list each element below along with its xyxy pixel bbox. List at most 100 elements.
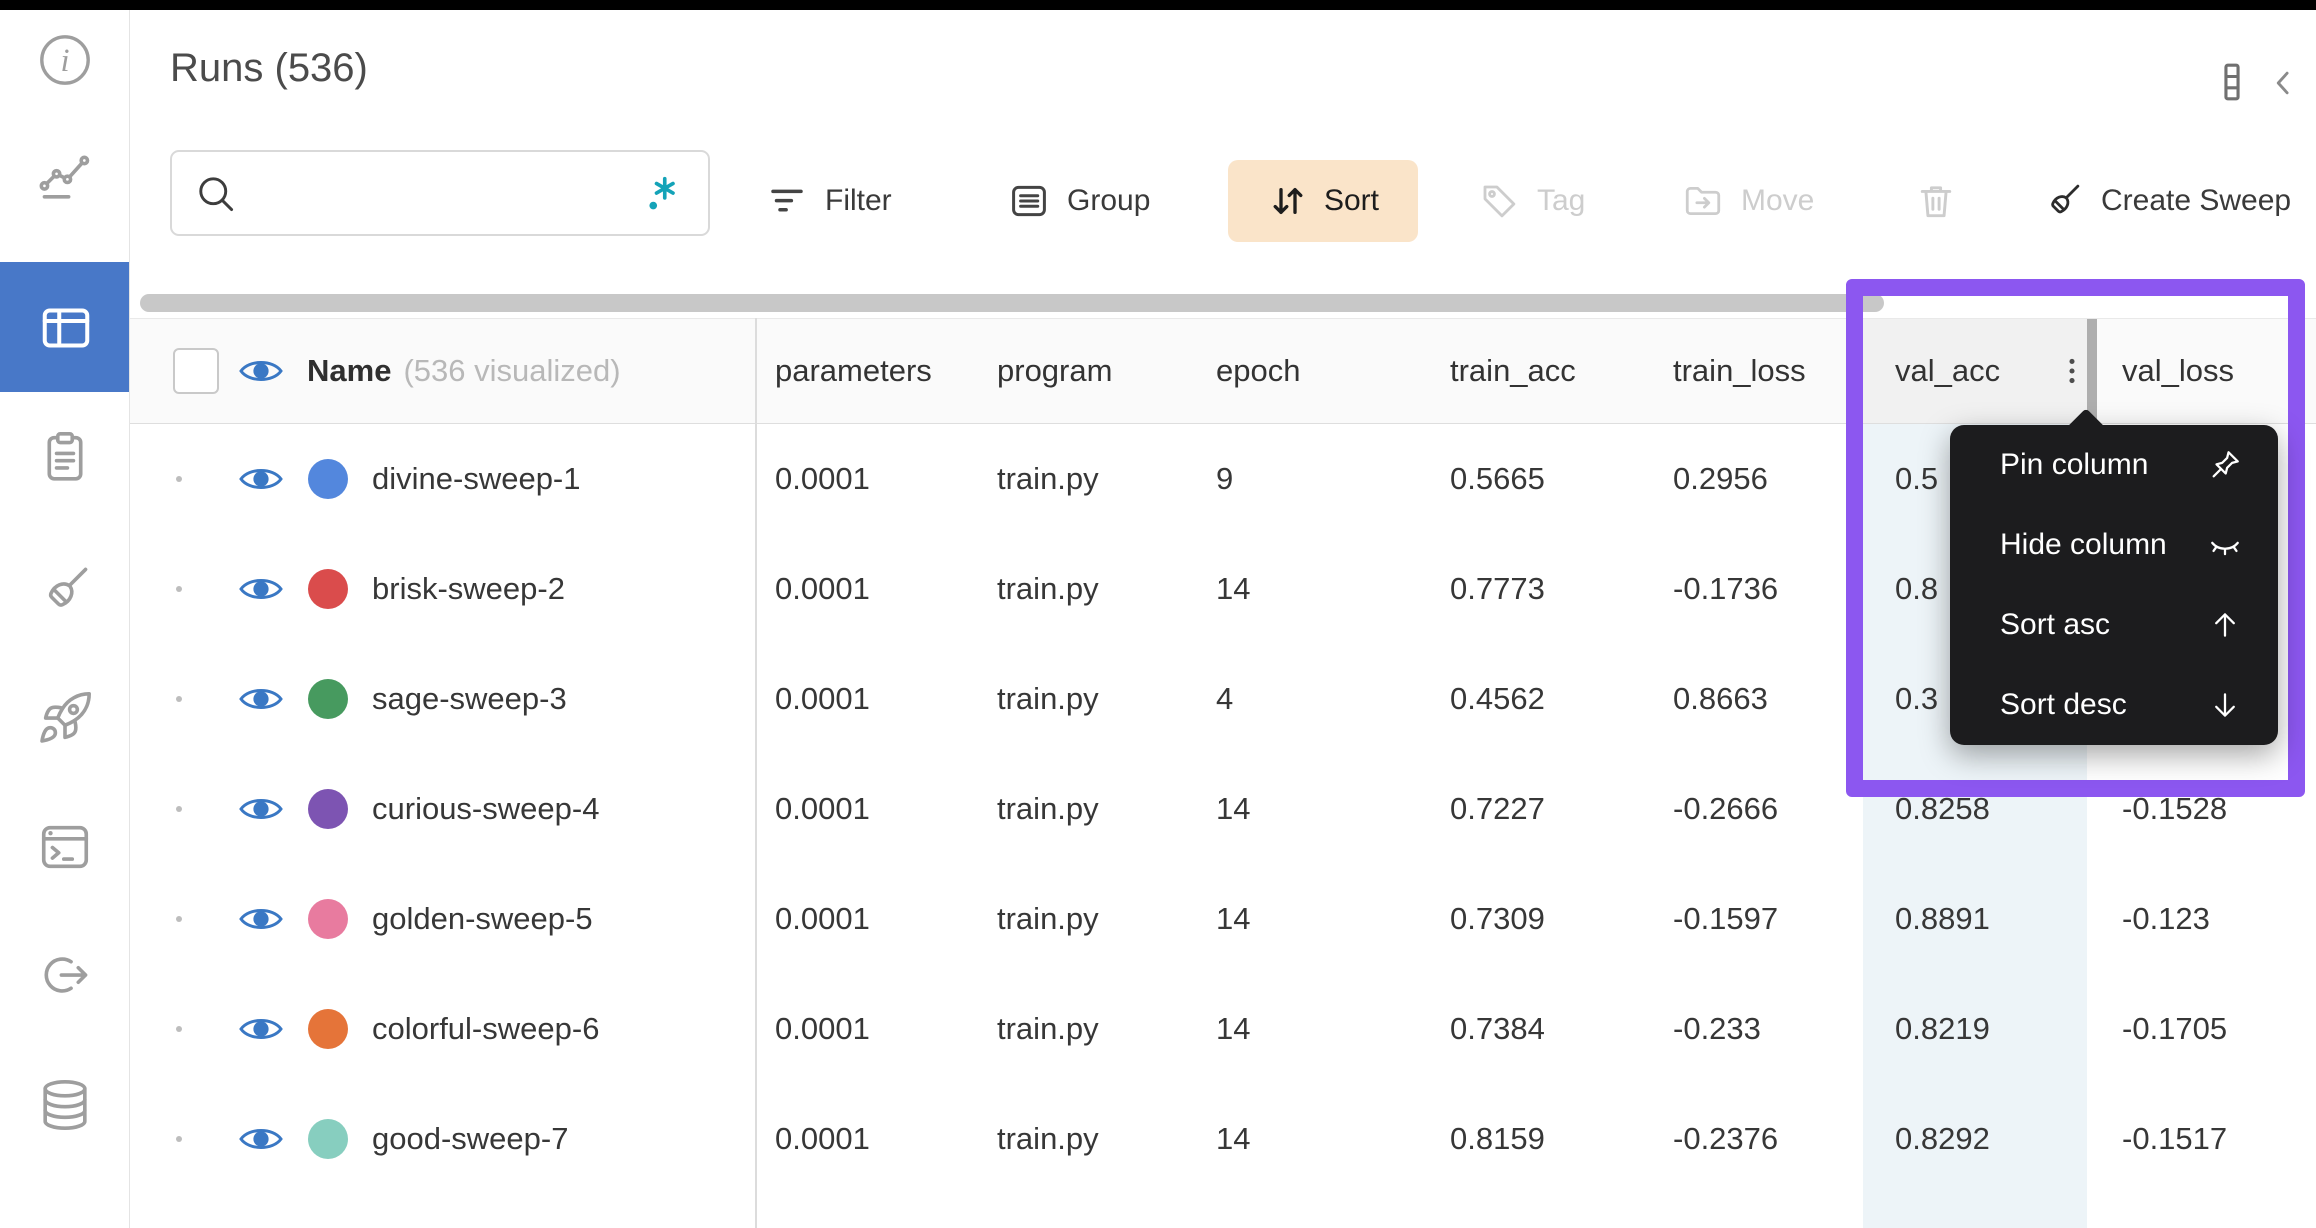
delete-button[interactable] xyxy=(1914,160,1958,242)
cell-parameters: 0.0001 xyxy=(775,791,870,826)
filter-button[interactable]: Filter xyxy=(766,160,892,242)
run-name[interactable]: golden-sweep-5 xyxy=(372,901,593,936)
group-icon xyxy=(1012,185,1046,217)
column-header-epoch[interactable]: epoch xyxy=(1216,353,1301,388)
pin-icon xyxy=(2208,448,2242,482)
broom-icon[interactable] xyxy=(36,561,94,619)
column-header-val_loss[interactable]: val_loss xyxy=(2122,353,2234,388)
run-color-circle[interactable] xyxy=(308,459,348,499)
column-resize-handle[interactable] xyxy=(2087,319,2097,423)
cell-program: train.py xyxy=(997,571,1099,606)
row-drag-dot[interactable] xyxy=(176,1026,182,1032)
column-header-train_loss[interactable]: train_loss xyxy=(1673,353,1806,388)
visibility-eye-icon[interactable] xyxy=(238,793,284,825)
run-name[interactable]: divine-sweep-1 xyxy=(372,461,581,496)
select-all-checkbox[interactable] xyxy=(173,348,219,394)
sort-button[interactable]: Sort xyxy=(1228,160,1418,242)
run-color-circle[interactable] xyxy=(308,569,348,609)
database-icon[interactable] xyxy=(36,1076,94,1134)
column-header-val_acc[interactable]: val_acc xyxy=(1895,353,2001,388)
row-drag-dot[interactable] xyxy=(176,696,182,702)
table-row[interactable]: brisk-sweep-2 0.0001 train.py 14 0.7773 -0.17… xyxy=(130,534,2316,644)
cell-program: train.py xyxy=(997,791,1099,826)
table-row[interactable]: golden-sweep-5 0.0001 train.py 14 0.7309 -0.1… xyxy=(130,864,2316,974)
visibility-eye-icon[interactable] xyxy=(238,573,284,605)
line-chart-icon[interactable] xyxy=(36,146,94,204)
search-box xyxy=(170,150,710,236)
tag-button[interactable]: Tag xyxy=(1478,160,1585,242)
cell-val_loss: -0.123 xyxy=(2122,901,2210,936)
broom-icon xyxy=(2051,184,2080,214)
cell-val_acc: 0.8219 xyxy=(1895,1011,1990,1046)
column-header-parameters[interactable]: parameters xyxy=(775,353,932,388)
cell-train_loss: 0.8663 xyxy=(1673,681,1768,716)
cell-train_acc: 0.4562 xyxy=(1450,681,1545,716)
visibility-eye-icon[interactable] xyxy=(238,463,284,495)
run-name[interactable]: colorful-sweep-6 xyxy=(372,1011,600,1046)
menu-item-pin-column[interactable]: Pin column xyxy=(1950,425,2278,505)
create-sweep-button[interactable]: Create Sweep xyxy=(2042,160,2291,242)
run-color-circle[interactable] xyxy=(308,1119,348,1159)
visibility-eye-icon[interactable] xyxy=(238,1123,284,1155)
column-header-program[interactable]: program xyxy=(997,353,1113,388)
menu-item-label: Sort asc xyxy=(2000,608,2111,641)
chevron-left-icon[interactable] xyxy=(2264,64,2302,102)
cell-train_acc: 0.7309 xyxy=(1450,901,1545,936)
cell-train_loss: -0.2666 xyxy=(1673,791,1779,826)
table-row[interactable]: good-sweep-7 0.0001 train.py 14 0.8159 -0.237… xyxy=(130,1084,2316,1194)
cell-parameters: 0.0001 xyxy=(775,681,870,716)
row-drag-dot[interactable] xyxy=(176,806,182,812)
visibility-eye-icon[interactable] xyxy=(238,1013,284,1045)
move-button[interactable]: Move xyxy=(1682,160,1814,242)
run-name[interactable]: brisk-sweep-2 xyxy=(372,571,565,606)
search-input[interactable] xyxy=(252,158,616,230)
terminal-icon[interactable] xyxy=(36,818,94,876)
rocket-icon[interactable] xyxy=(36,689,94,747)
sort-arrows-icon xyxy=(1273,187,1303,215)
row-drag-dot[interactable] xyxy=(176,1136,182,1142)
cell-epoch: 14 xyxy=(1216,1011,1251,1046)
table-row[interactable]: colorful-sweep-6 0.0001 train.py 14 0.7384 -0… xyxy=(130,974,2316,1084)
run-color-circle[interactable] xyxy=(308,899,348,939)
group-button[interactable]: Group xyxy=(1008,160,1150,242)
run-color-circle[interactable] xyxy=(308,1009,348,1049)
menu-item-sort-desc[interactable]: Sort desc xyxy=(1950,665,2278,745)
cell-train_acc: 0.8159 xyxy=(1450,1121,1545,1156)
column-header-train_acc[interactable]: train_acc xyxy=(1450,353,1576,388)
run-name[interactable]: sage-sweep-3 xyxy=(372,681,567,716)
cell-train_acc: 0.5665 xyxy=(1450,461,1545,496)
row-drag-dot[interactable] xyxy=(176,916,182,922)
table-row[interactable]: curious-sweep-4 0.0001 train.py 14 0.7227 -0.… xyxy=(130,754,2316,864)
menu-item-hide-column[interactable]: Hide column xyxy=(1950,505,2278,585)
sidebar-item-runs-table-selected[interactable] xyxy=(0,262,129,392)
regex-toggle-icon[interactable] xyxy=(636,172,682,218)
visibility-eye-icon[interactable] xyxy=(238,355,284,387)
table-row[interactable]: divine-sweep-1 0.0001 train.py 9 0.5665 0.295… xyxy=(130,424,2316,534)
row-drag-dot[interactable] xyxy=(176,586,182,592)
run-color-circle[interactable] xyxy=(308,789,348,829)
info-icon[interactable]: i xyxy=(36,31,94,89)
cell-val_acc: 0.8891 xyxy=(1895,901,1990,936)
eye-closed-icon xyxy=(2208,528,2242,562)
cell-train_loss: -0.1736 xyxy=(1673,571,1779,606)
name-column-header[interactable]: Name (536 visualized) xyxy=(307,353,621,388)
search-icon xyxy=(194,172,238,216)
visibility-eye-icon[interactable] xyxy=(238,683,284,715)
filter-icon xyxy=(771,189,803,212)
run-name[interactable]: curious-sweep-4 xyxy=(372,791,600,826)
link-out-icon[interactable] xyxy=(36,946,94,1004)
cell-val_acc: 0.8292 xyxy=(1895,1121,1990,1156)
visibility-eye-icon[interactable] xyxy=(238,903,284,935)
trash-icon xyxy=(1920,186,1952,218)
table-row[interactable]: sage-sweep-3 0.0001 train.py 4 0.4562 0.8663 0… xyxy=(130,644,2316,754)
column-selector-icon[interactable] xyxy=(2210,60,2254,104)
row-drag-dot[interactable] xyxy=(176,476,182,482)
cell-val_acc: 0.8 xyxy=(1895,571,1939,606)
menu-item-sort-asc[interactable]: Sort asc xyxy=(1950,585,2278,665)
clipboard-icon[interactable] xyxy=(36,428,94,486)
column-menu-kebab-icon[interactable] xyxy=(2054,353,2090,389)
run-color-circle[interactable] xyxy=(308,679,348,719)
horizontal-scrollbar[interactable] xyxy=(140,294,1884,312)
run-name[interactable]: good-sweep-7 xyxy=(372,1121,569,1156)
